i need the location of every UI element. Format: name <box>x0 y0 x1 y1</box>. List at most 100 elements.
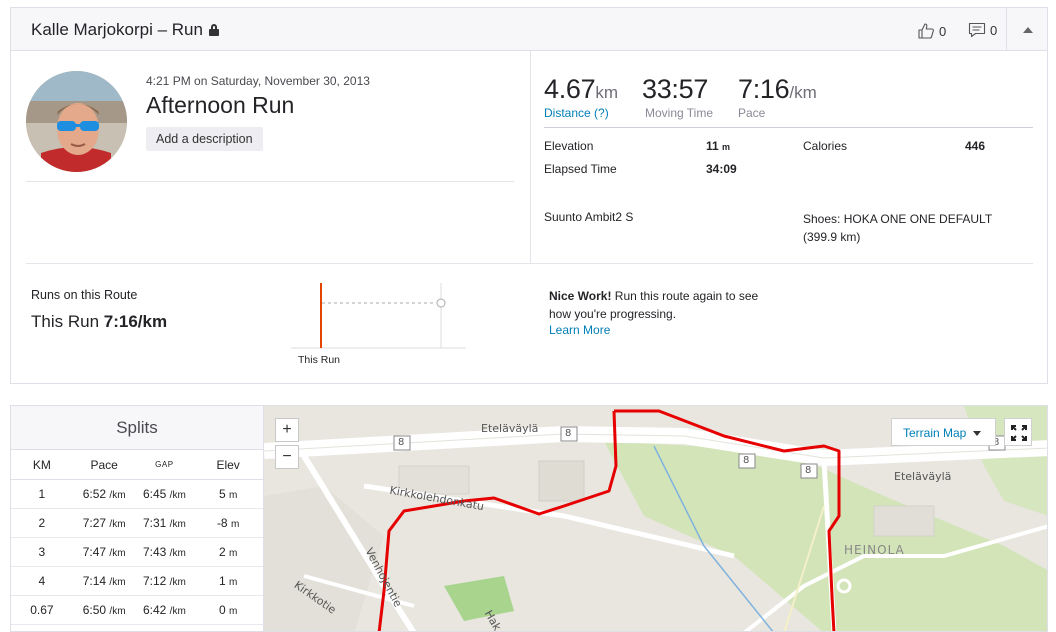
road-number: 8 <box>398 437 405 448</box>
km-header: KM <box>32 457 51 472</box>
route-label: Runs on this Route <box>31 288 138 302</box>
split-elev: 1 m <box>218 574 238 588</box>
moving-time-stat: 33:57 Moving Time <box>642 74 713 120</box>
road-number: 8 <box>743 455 750 466</box>
comments-button[interactable]: 0 <box>968 22 997 38</box>
calories-label: Calories <box>803 139 848 153</box>
map-type-label: Terrain Map <box>903 426 967 440</box>
split-km: 4 <box>38 574 46 588</box>
caret-down-icon <box>973 431 981 436</box>
activity-date: 4:21 PM on Saturday, November 30, 2013 <box>146 74 370 88</box>
chart-label: This Run <box>298 354 340 366</box>
split-gap: 6:42 /km <box>142 603 186 617</box>
split-gap: 7:31 /km <box>142 516 186 530</box>
device-name: Suunto Ambit2 S <box>544 210 634 224</box>
splits-title: Splits <box>11 406 263 450</box>
route-point <box>436 298 446 308</box>
elevation-label: Elevation <box>544 139 594 153</box>
elevation-value: 11 m <box>706 139 731 153</box>
divider <box>26 263 1033 264</box>
activity-card: Kalle Marjokorpi – Run 0 0 4:21 PM on Sa <box>10 7 1048 384</box>
split-gap: 7:43 /km <box>142 545 186 559</box>
calories-value: 446 <box>965 139 986 153</box>
fullscreen-icon <box>1011 425 1027 441</box>
kudos-count: 0 <box>939 23 947 39</box>
fullscreen-button[interactable] <box>1004 418 1032 446</box>
activity-route <box>377 409 841 631</box>
avatar[interactable] <box>26 71 127 172</box>
distance-help-link[interactable]: Distance (?) <box>544 106 609 120</box>
activity-title: Kalle Marjokorpi – Run <box>31 20 203 39</box>
split-km: 1 <box>38 487 46 501</box>
comments-count: 0 <box>990 22 998 38</box>
stream <box>653 445 774 631</box>
split-gap: 6:45 /km <box>142 487 186 501</box>
distance-unit: km <box>595 83 619 102</box>
split-elev: 2 m <box>218 545 238 559</box>
table-row: 3 7:47 /km 7:43 /km 2 m <box>11 538 263 567</box>
chevron-up-icon <box>1023 27 1033 33</box>
road-number: 8 <box>993 437 1000 448</box>
split-elev: 5 m <box>218 487 238 501</box>
elapsed-time-value: 34:09 <box>706 162 737 176</box>
split-elev: 0 m <box>218 603 238 617</box>
divider <box>530 51 531 263</box>
moving-time-label: Moving Time <box>645 106 714 120</box>
moving-time-value: 33:57 <box>642 74 709 104</box>
splits-header: KM Pace GAP Elev <box>11 450 263 480</box>
table-row: 4 7:14 /km 7:12 /km 1 m <box>11 567 263 596</box>
activity-header: Kalle Marjokorpi – Run 0 0 <box>11 8 1047 51</box>
park-area <box>604 441 1047 631</box>
pace-label: Pace <box>738 106 766 120</box>
elapsed-time-label: Elapsed Time <box>544 162 617 176</box>
collapse-button[interactable] <box>1006 8 1047 51</box>
kudos-button[interactable]: 0 <box>917 22 946 40</box>
route-chart: This Run <box>291 283 466 366</box>
split-gap: 7:12 /km <box>142 574 186 588</box>
activity-name: Afternoon Run <box>146 92 295 118</box>
thumbs-up-icon <box>918 23 934 39</box>
athlete-photo <box>26 71 127 172</box>
split-pace: 7:47 /km <box>82 545 126 559</box>
lock-icon <box>208 24 219 36</box>
split-km: 0.67 <box>30 603 54 617</box>
table-row: 1 6:52 /km 6:45 /km 5 m <box>11 480 263 509</box>
split-pace: 6:50 /km <box>82 603 126 617</box>
distance-stat: 4.67km Distance (?) <box>544 74 618 120</box>
pace-unit: /km <box>789 83 817 102</box>
split-pace: 7:14 /km <box>82 574 126 588</box>
place-label: HEINOLA <box>844 543 905 557</box>
zoom-out-button[interactable]: − <box>275 445 299 469</box>
divider <box>26 181 514 182</box>
this-run-pace: This Run 7:16/km <box>31 312 168 331</box>
pace-stat: 7:16/km Pace <box>738 74 817 120</box>
zoom-in-button[interactable]: + <box>275 418 299 442</box>
page-title: Kalle Marjokorpi – Run <box>31 20 219 40</box>
nice-work-message: Nice Work! Run this route again to see h… <box>549 289 759 321</box>
road-number: 8 <box>565 428 572 439</box>
split-pace: 6:52 /km <box>82 487 126 501</box>
split-pace: 7:27 /km <box>82 516 126 530</box>
splits-body: 1 6:52 /km 6:45 /km 5 m 2 7:27 /km 7:31 /km -8 … <box>11 480 263 625</box>
splits-panel: Splits KM Pace GAP Elev 1 6:52 /km 6:45 /k… <box>10 405 263 632</box>
learn-more-link[interactable]: Learn More <box>549 323 611 337</box>
pace-value: 7:16 <box>738 74 790 104</box>
split-km: 3 <box>38 545 46 559</box>
add-description-button[interactable]: Add a description <box>146 127 263 151</box>
park-area <box>444 576 514 621</box>
elev-header: Elev <box>216 457 240 472</box>
map-type-dropdown[interactable]: Terrain Map <box>891 418 996 446</box>
street-label: Eteläväylä <box>481 422 539 435</box>
table-row: 2 7:27 /km 7:31 /km -8 m <box>11 509 263 538</box>
route-map[interactable]: 8 8 8 8 8 Eteläväylä Eteläväylä Kirkkole… <box>263 405 1048 632</box>
divider <box>544 127 1033 128</box>
gap-header: GAP <box>155 460 174 469</box>
distance-value: 4.67 <box>544 74 596 104</box>
pace-header: Pace <box>90 457 118 472</box>
shoes-info: Shoes: HOKA ONE ONE DEFAULT (399.9 km) <box>803 212 992 244</box>
street-label: Eteläväylä <box>894 470 952 483</box>
table-row: 0.67 6:50 /km 6:42 /km 0 m <box>11 596 263 625</box>
comment-icon <box>968 22 986 38</box>
road-number: 8 <box>805 465 812 476</box>
split-elev: -8 m <box>216 516 240 530</box>
